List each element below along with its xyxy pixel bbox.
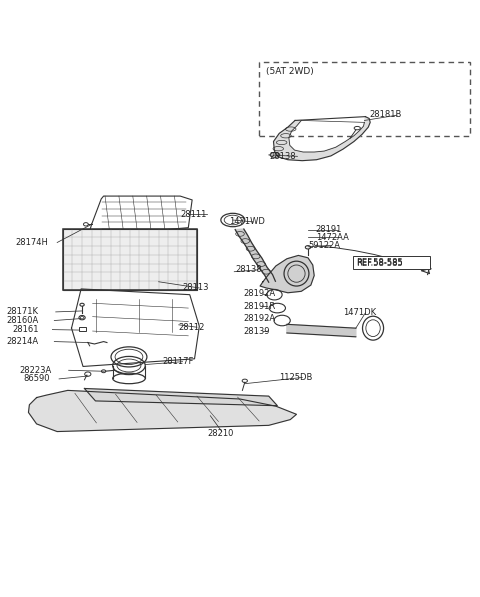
Polygon shape [72, 289, 199, 367]
FancyBboxPatch shape [259, 61, 470, 136]
Text: 28139: 28139 [244, 327, 270, 336]
Text: 28191: 28191 [316, 225, 342, 234]
Text: 28111: 28111 [180, 210, 206, 219]
Text: 28174H: 28174H [15, 238, 48, 247]
Text: 28192A: 28192A [244, 289, 276, 298]
Text: 28171K: 28171K [6, 307, 38, 316]
Text: 1471WD: 1471WD [229, 217, 265, 226]
Text: 86590: 86590 [24, 374, 50, 383]
Text: 59122A: 59122A [308, 241, 340, 250]
Text: 28138: 28138 [235, 265, 262, 274]
Text: (5AT 2WD): (5AT 2WD) [266, 67, 314, 76]
Polygon shape [89, 196, 192, 235]
Text: 28214A: 28214A [6, 337, 38, 346]
FancyBboxPatch shape [353, 256, 431, 269]
Text: 1472AA: 1472AA [316, 233, 348, 242]
Text: 28223A: 28223A [20, 366, 52, 375]
Bar [63, 229, 197, 290]
Text: 28161: 28161 [12, 325, 39, 334]
Text: 28210: 28210 [207, 429, 234, 438]
Text: REF.58-585: REF.58-585 [356, 258, 403, 267]
Bar [63, 229, 197, 290]
Polygon shape [287, 324, 356, 337]
Text: REF.58-585: REF.58-585 [356, 259, 403, 267]
Polygon shape [63, 229, 197, 290]
Text: 1125DB: 1125DB [279, 373, 312, 382]
Polygon shape [260, 256, 314, 293]
Text: 28181B: 28181B [369, 110, 402, 119]
Text: 28191R: 28191R [244, 301, 276, 310]
Text: 1471DK: 1471DK [343, 309, 376, 318]
Polygon shape [274, 116, 370, 161]
Bar [79, 327, 86, 331]
Polygon shape [84, 389, 277, 406]
Text: 28113: 28113 [182, 284, 209, 293]
Text: 28160A: 28160A [6, 316, 39, 325]
Polygon shape [28, 390, 297, 432]
Text: 28138: 28138 [270, 152, 296, 161]
Text: 28112: 28112 [179, 323, 205, 332]
Polygon shape [235, 229, 276, 282]
Text: 28117F: 28117F [162, 357, 194, 366]
Text: 28192A: 28192A [244, 314, 276, 323]
